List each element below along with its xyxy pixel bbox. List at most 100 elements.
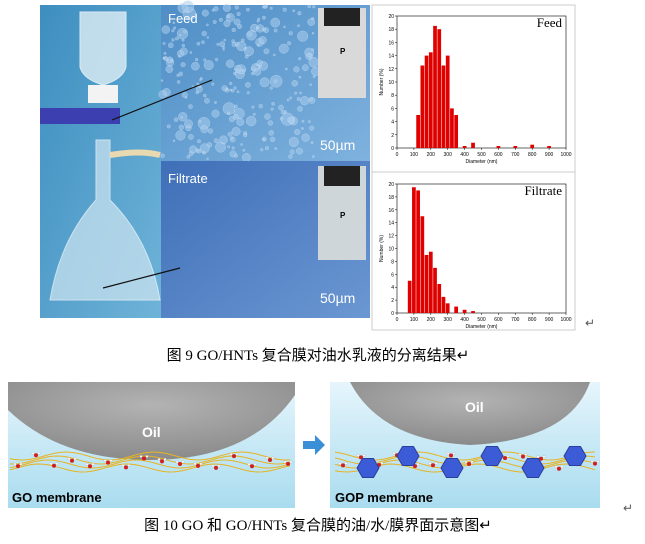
water-molecule (536, 455, 540, 459)
droplet (231, 146, 235, 150)
droplet (233, 18, 241, 26)
water-molecule (178, 461, 182, 466)
chart-frame (371, 171, 576, 331)
droplet (289, 149, 295, 155)
graphene-sheet (9, 451, 291, 461)
y-tick-label: 0 (391, 311, 394, 317)
droplet (278, 104, 284, 111)
y-tick-label: 10 (388, 247, 394, 253)
water-molecule (524, 453, 528, 457)
water-molecule (467, 461, 471, 466)
droplet (227, 145, 231, 149)
vial-label: P (340, 47, 346, 56)
droplet (288, 137, 299, 147)
droplet (233, 86, 237, 90)
bar (433, 267, 437, 313)
droplet (176, 73, 180, 77)
water-molecule (13, 462, 17, 466)
droplet (296, 147, 303, 155)
water-molecule (109, 459, 113, 462)
droplet (234, 153, 238, 158)
bar (471, 142, 475, 148)
y-tick-label: 18 (388, 195, 394, 201)
water-molecule (416, 462, 420, 466)
droplet (258, 64, 262, 69)
droplet (234, 5, 239, 10)
bar (513, 146, 518, 148)
droplet (242, 148, 246, 152)
droplet (280, 112, 294, 126)
water-molecule (449, 453, 453, 458)
droplet (236, 41, 247, 52)
y-tick-label: 2 (391, 298, 394, 304)
droplet (252, 112, 256, 116)
x-tick-label: 1000 (560, 317, 571, 323)
droplet (282, 7, 287, 12)
water-molecule (434, 461, 438, 465)
scale-bar: 50µm (320, 137, 355, 153)
droplet (206, 36, 210, 39)
water-molecule (539, 456, 543, 461)
droplet (264, 146, 270, 151)
water-molecule (229, 452, 233, 456)
droplet (194, 57, 199, 62)
droplet (200, 125, 209, 134)
droplet (181, 43, 186, 48)
x-tick-label: 700 (511, 317, 520, 323)
x-axis-label: Diameter (nm) (466, 159, 498, 165)
water-molecule (542, 455, 546, 459)
y-axis-label: Number (%) (379, 235, 385, 262)
droplet (246, 7, 250, 12)
droplet (203, 58, 207, 62)
droplet (232, 114, 239, 120)
bar (420, 65, 425, 148)
joint (88, 85, 118, 103)
water-molecule (52, 463, 56, 468)
droplet (301, 127, 304, 130)
droplet (312, 155, 315, 158)
y-tick-label: 6 (391, 272, 394, 278)
water-molecule (142, 456, 146, 461)
water-molecule (503, 456, 507, 461)
bar (412, 187, 416, 313)
droplet (269, 86, 273, 90)
y-tick-label: 18 (388, 27, 394, 33)
bar (437, 283, 442, 313)
droplet (197, 139, 201, 144)
droplet (246, 115, 257, 127)
x-tick-label: 800 (528, 317, 537, 323)
droplet (222, 46, 225, 49)
figure10: Oil GO membrane Oil GOP membrane (8, 382, 600, 508)
droplet (270, 107, 274, 111)
y-tick-label: 8 (391, 93, 394, 99)
droplet (178, 124, 185, 131)
droplet (253, 68, 262, 76)
water-molecule (268, 457, 272, 462)
water-molecule (145, 455, 149, 458)
droplet (222, 48, 225, 51)
y-tick-label: 0 (391, 146, 394, 152)
droplet (267, 120, 274, 126)
filtrate-label: Filtrate (168, 171, 208, 186)
water-molecule (124, 465, 128, 470)
droplet (158, 90, 167, 99)
droplet (201, 30, 207, 37)
droplet (299, 91, 302, 95)
droplet (307, 4, 312, 9)
water-molecule (554, 465, 558, 469)
halloysite-nanotube (563, 446, 587, 466)
water-molecule (283, 460, 287, 464)
water-molecule (214, 465, 218, 470)
y-tick-label: 20 (388, 182, 394, 188)
figure9-photo: Feed Filtrate 50µm 50µm P P (40, 0, 370, 318)
droplet (292, 9, 296, 13)
bar (428, 251, 433, 313)
droplet (167, 42, 174, 49)
droplet (165, 65, 174, 73)
x-tick-label: 500 (477, 152, 486, 158)
x-tick-label: 800 (528, 152, 537, 158)
droplet (201, 9, 209, 17)
graphene-sheet (9, 455, 291, 465)
y-tick-label: 16 (388, 208, 394, 214)
droplet (212, 20, 217, 25)
